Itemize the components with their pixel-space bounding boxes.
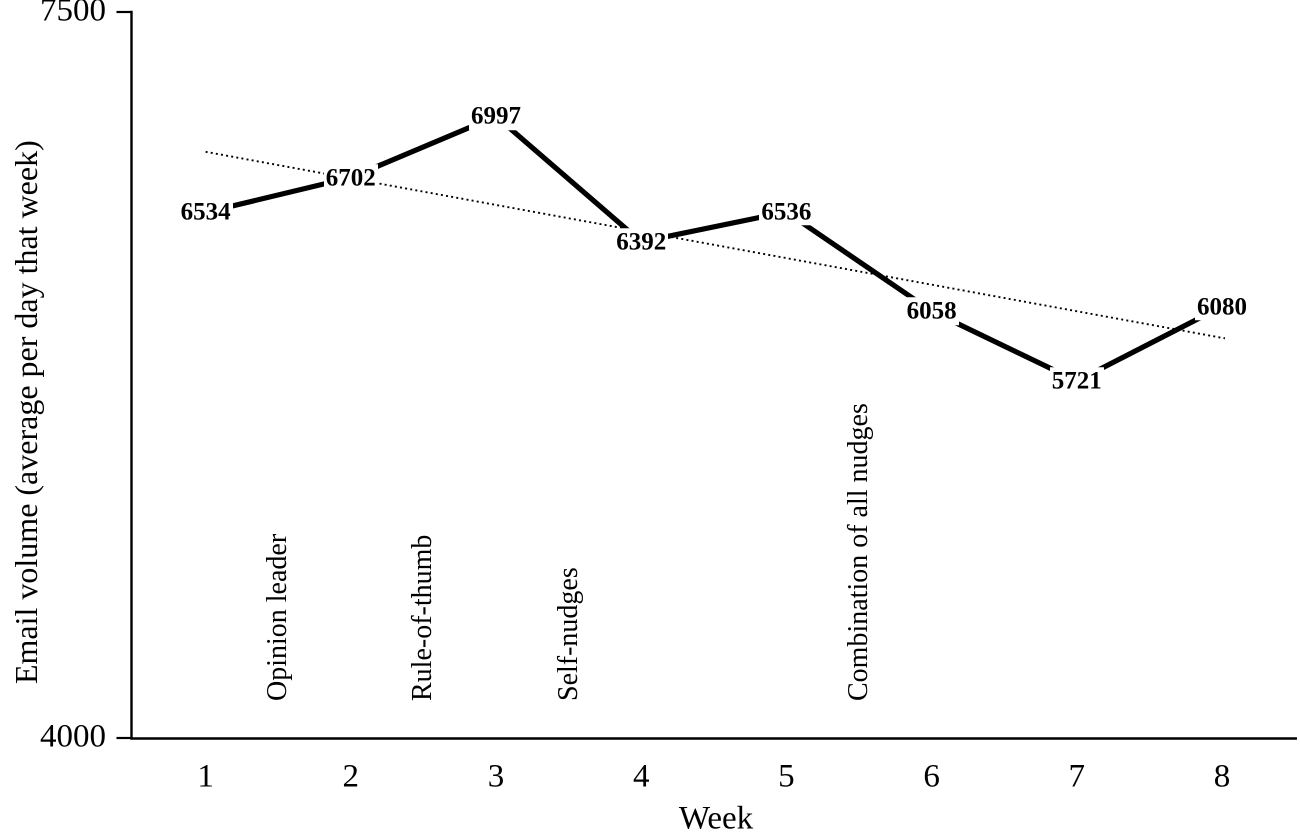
x-tick-label-3: 3	[487, 758, 505, 795]
x-tick-label-6: 6	[923, 758, 940, 795]
y-axis-title: Email volume (average per day that week)	[8, 140, 44, 684]
email-volume-series-line	[204, 113, 1224, 384]
data-label-week-2: 6702	[323, 163, 378, 192]
x-tick-label-4: 4	[632, 758, 650, 795]
x-tick-label-7: 7	[1068, 758, 1086, 795]
data-label-week-5: 6536	[759, 198, 814, 226]
data-label-week-1: 6534	[178, 198, 233, 227]
data-label-week-4: 6392	[614, 228, 669, 256]
y-tick-label-4000: 4000	[40, 718, 106, 755]
data-label-week-7: 5721	[1049, 367, 1104, 395]
annotation-opinion-leader: Opinion leader	[262, 533, 294, 701]
x-tick-label-5: 5	[778, 758, 795, 795]
annotation-combination-of-all-nudges: Combination of all nudges	[843, 403, 874, 701]
x-tick-label-8: 8	[1213, 758, 1231, 795]
annotation-rule-of-thumb: Rule-of-thumb	[407, 534, 439, 701]
x-tick-label-2: 2	[342, 758, 360, 795]
y-tick-label-7500: 7500	[40, 0, 106, 29]
x-tick-label-1: 1	[197, 758, 214, 795]
annotation-self-nudges: Self-nudges	[552, 567, 584, 701]
data-label-week-6: 6058	[904, 297, 959, 325]
data-label-week-3: 6997	[469, 102, 523, 131]
data-label-week-8: 6080	[1195, 292, 1249, 321]
x-axis-title: Week	[678, 800, 754, 835]
